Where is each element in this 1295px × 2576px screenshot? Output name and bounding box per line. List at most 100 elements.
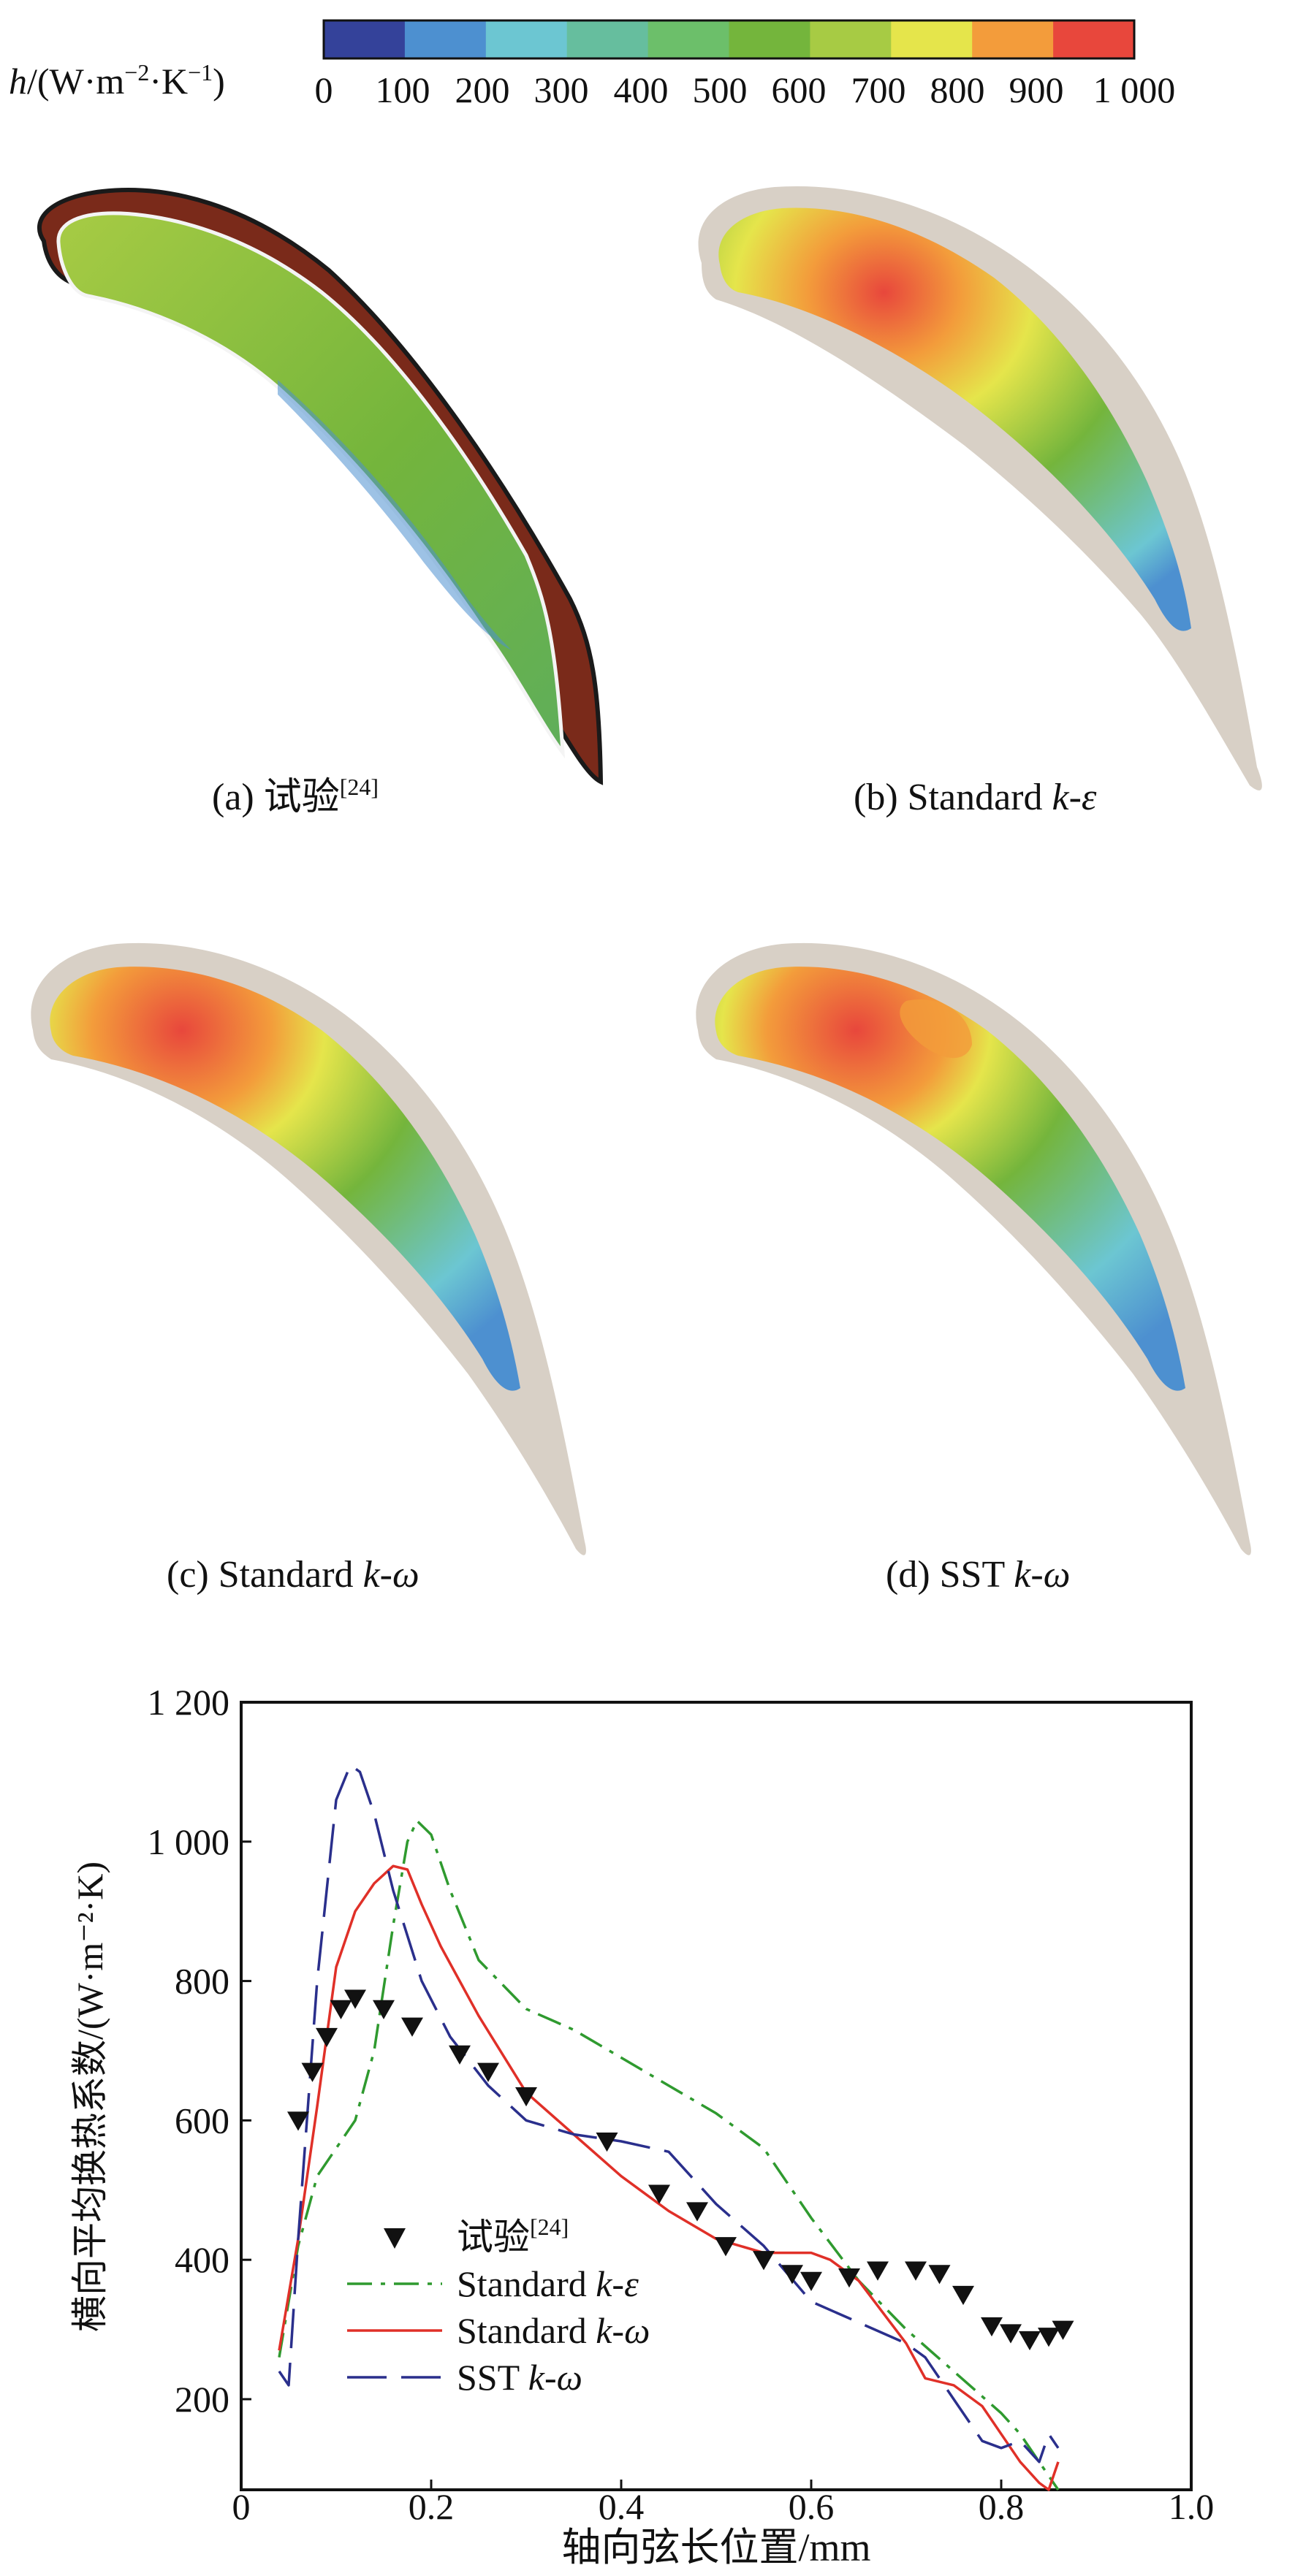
blade-b-contour — [718, 207, 1191, 631]
blade-a-contour — [56, 211, 566, 759]
y-tick-label: 1 200 — [148, 1682, 230, 1723]
caption-a-text: (a) 试验 — [212, 777, 340, 818]
plot-frame — [240, 1701, 1193, 2491]
colorbar-tick-label: 400 — [614, 69, 669, 110]
colorbar-tick-label: 800 — [930, 69, 985, 110]
series-line — [278, 1764, 1060, 2463]
experiment-point — [477, 2062, 499, 2082]
colorbar-label-sup2: −1 — [188, 59, 213, 85]
legend-label: 试验[24] — [457, 2214, 569, 2257]
colorbar-tick-label: 100 — [376, 69, 430, 110]
blade-d-outline — [696, 942, 1251, 1555]
colorbar-label-unit: /(W·m — [27, 61, 124, 102]
colorbar-label: h/(W·m−2·K−1) — [9, 59, 225, 102]
colorbar-tick-label: 0 — [315, 69, 333, 110]
blade-d-contour — [715, 967, 1185, 1391]
blade-panel-b — [698, 186, 1262, 790]
series-line — [278, 1864, 1060, 2491]
y-axis-ticks: 200 400 600 800 1 000 1 200 — [148, 1682, 251, 2420]
experiment-markers — [287, 1989, 1074, 2351]
x-tick-label: 0.2 — [409, 2486, 455, 2527]
x-tick-label: 0.4 — [599, 2486, 645, 2527]
y-tick-label: 800 — [175, 1961, 229, 2002]
experiment-point — [753, 2251, 775, 2271]
colorbar — [322, 19, 1136, 60]
experiment-point — [1000, 2324, 1022, 2344]
legend-label: SST k-ω — [457, 2357, 582, 2398]
y-tick-label: 1 000 — [148, 1821, 230, 1862]
colorbar-segment — [404, 20, 487, 58]
series-lines — [278, 1764, 1060, 2491]
colorbar-tick-label: 900 — [1009, 69, 1064, 110]
caption-d-text: (d) SST — [886, 1554, 1014, 1596]
experiment-point — [330, 2000, 352, 2020]
experiment-point — [449, 2045, 471, 2065]
experiment-point — [344, 1989, 366, 2009]
colorbar-tick-label: 300 — [534, 69, 589, 110]
blade-panel-a — [37, 188, 604, 785]
caption-panel-a: (a) 试验[24] — [212, 774, 379, 818]
y-axis-label: 横向平均换热系数/(W·m⁻²·K) — [69, 1861, 110, 2332]
experiment-point — [316, 2027, 338, 2048]
caption-b-text: (b) Standard — [854, 777, 1052, 818]
experiment-point — [401, 2017, 423, 2037]
caption-b-italic: k-ε — [1052, 777, 1096, 818]
x-tick-label: 0 — [232, 2486, 251, 2527]
experiment-point — [1019, 2331, 1041, 2351]
experiment-point — [373, 2000, 395, 2020]
colorbar-tick-label: 1 000 — [1093, 69, 1176, 110]
colorbar-segment — [891, 20, 973, 58]
colorbar-tick-label: 500 — [693, 69, 748, 110]
legend-label: Standard k-ω — [457, 2310, 650, 2351]
colorbar-label-end: ) — [213, 61, 225, 102]
x-tick-label: 0.6 — [789, 2486, 835, 2527]
blade-panel-c — [31, 942, 586, 1555]
experiment-point — [838, 2268, 860, 2288]
colorbar-segment — [324, 20, 406, 58]
y-tick-label: 400 — [175, 2239, 229, 2280]
blade-b-outline — [698, 186, 1262, 790]
y-tick-label: 200 — [175, 2379, 229, 2420]
caption-c-text: (c) Standard — [167, 1554, 363, 1596]
blade-a-lowband — [278, 380, 512, 650]
colorbar-tick-label: 600 — [772, 69, 827, 110]
legend: 试验[24] Standard k-ε Standard k-ω SST k-ω — [347, 2214, 650, 2398]
colorbar-segment — [1053, 20, 1135, 58]
experiment-point — [905, 2261, 927, 2281]
colorbar-ticks: 0 100 200 300 400 500 600 700 800 900 1 000 — [315, 69, 1176, 110]
colorbar-segment — [972, 20, 1054, 58]
experiment-point — [1038, 2328, 1060, 2347]
experiment-point — [287, 2111, 309, 2131]
colorbar-frame — [322, 19, 1136, 60]
colorbar-segment — [729, 20, 810, 58]
caption-d-italic: k-ω — [1014, 1554, 1070, 1596]
colorbar-segment — [566, 20, 649, 58]
experiment-point — [301, 2062, 324, 2082]
blade-d-hotspot — [900, 999, 972, 1059]
x-axis-label: 轴向弦长位置/mm — [561, 2526, 870, 2569]
experiment-point — [800, 2271, 822, 2292]
colorbar-tick-label: 700 — [851, 69, 906, 110]
experiment-point — [648, 2184, 670, 2204]
series-line — [278, 1819, 1060, 2491]
experiment-point — [952, 2285, 974, 2306]
y-tick-label: 600 — [175, 2100, 229, 2141]
blade-c-contour — [50, 967, 521, 1391]
experiment-point — [515, 2087, 537, 2107]
legend-label: Standard k-ε — [457, 2263, 639, 2304]
colorbar-tick-label: 200 — [455, 69, 510, 110]
experiment-point — [1052, 2320, 1074, 2340]
x-tick-label: 0.8 — [979, 2486, 1025, 2527]
colorbar-segment — [648, 20, 729, 58]
experiment-point — [715, 2237, 737, 2257]
colorbar-label-sup1: −2 — [124, 59, 149, 85]
experiment-point — [596, 2133, 618, 2152]
blade-panel-d — [696, 942, 1251, 1555]
blade-c-outline — [31, 942, 586, 1555]
x-axis-ticks: 0 0.2 0.4 0.6 0.8 1.0 — [232, 2480, 1215, 2527]
experiment-point — [781, 2265, 803, 2285]
x-tick-label: 1.0 — [1169, 2486, 1215, 2527]
caption-panel-c: (c) Standard k-ω — [167, 1554, 419, 1596]
